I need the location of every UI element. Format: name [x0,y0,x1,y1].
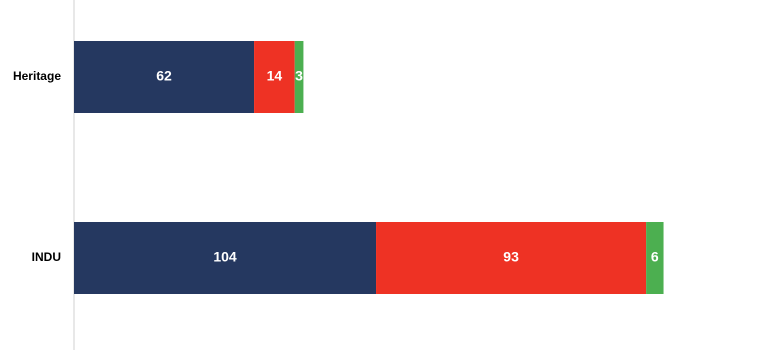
category-label: INDU [32,250,61,264]
data-label: 3 [295,68,303,84]
bar-segment [74,41,255,113]
data-label: 6 [651,249,659,265]
bar-segment [376,222,647,294]
data-label: 14 [267,68,283,84]
category-label: Heritage [13,69,61,83]
bar-segment [254,41,295,113]
bar-segment [646,222,664,294]
data-label: 62 [156,68,172,84]
bar-segment [294,41,304,113]
bar-segment [74,222,377,294]
data-label: 104 [213,249,237,265]
data-label: 93 [503,249,519,265]
